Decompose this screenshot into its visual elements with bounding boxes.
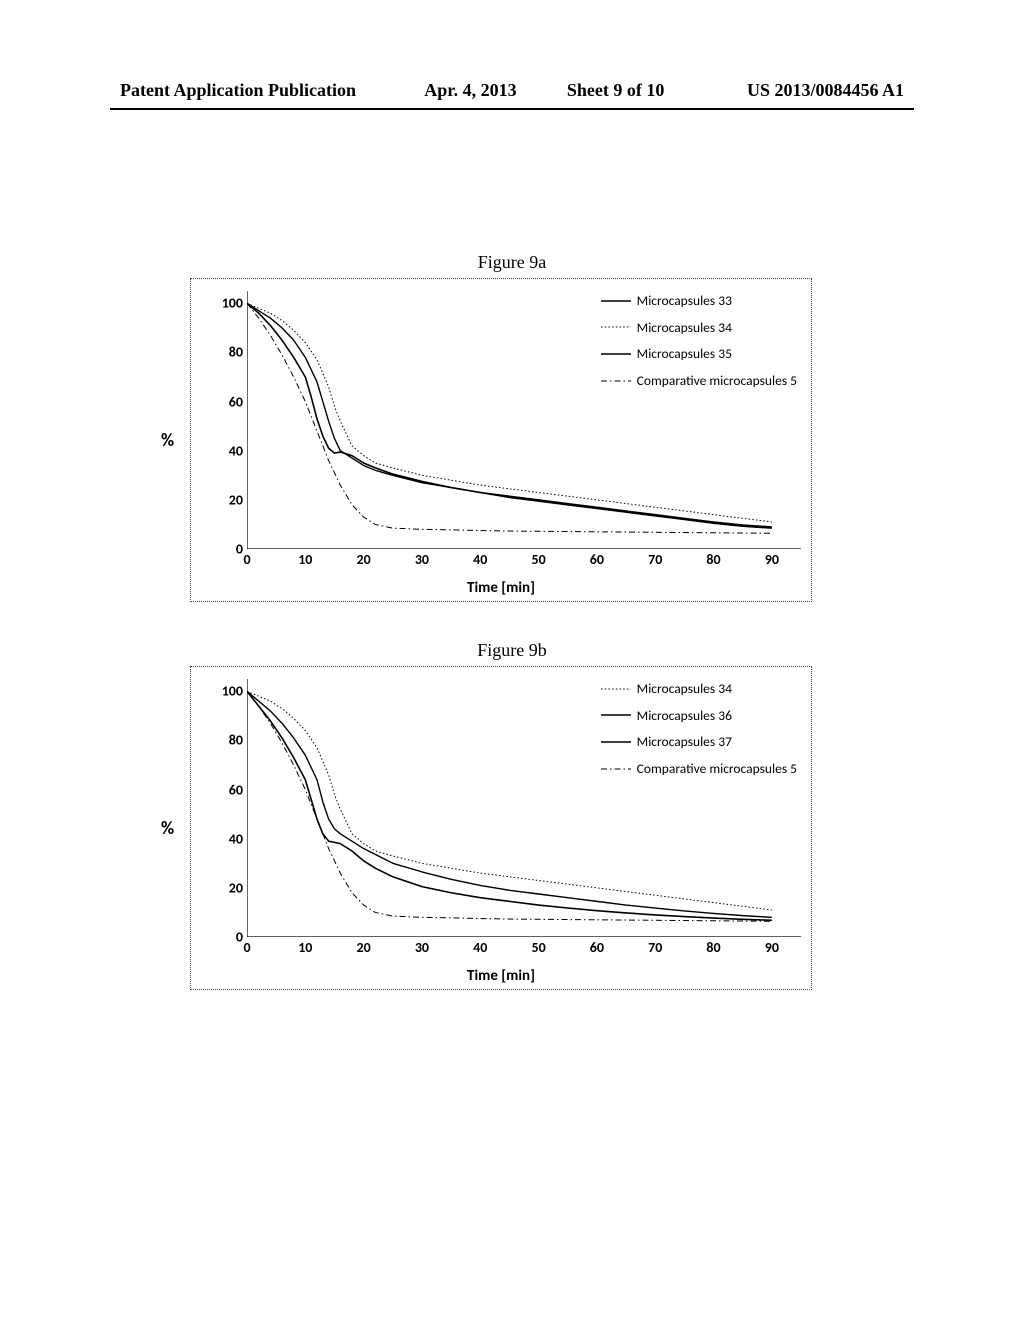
ytick-label: 40: [215, 830, 243, 847]
figure-b-title: Figure 9b: [0, 640, 1024, 661]
ytick-label: 0: [215, 541, 243, 558]
ytick-label: 80: [215, 732, 243, 749]
legend-label: Microcapsules 33: [637, 292, 732, 309]
figure-a-xlabel: Time [min]: [191, 579, 811, 597]
ytick-label: 20: [215, 491, 243, 508]
xtick-label: 0: [243, 551, 250, 568]
xtick-label: 50: [531, 939, 545, 956]
xtick-label: 60: [590, 551, 604, 568]
xtick-label: 70: [648, 939, 662, 956]
legend-label: Microcapsules 37: [637, 733, 732, 750]
xtick-label: 40: [473, 551, 487, 568]
figure-b-ylabel: %: [161, 817, 174, 839]
figure-a-box: % 020406080100 0102030405060708090 Micro…: [190, 278, 812, 602]
legend-sample-icon: [601, 375, 631, 387]
legend-label: Comparative microcapsules 5: [637, 760, 797, 777]
legend-label: Microcapsules 35: [637, 345, 732, 362]
header-left: Patent Application Publication: [120, 80, 356, 101]
xtick-label: 30: [415, 551, 429, 568]
xtick-label: 50: [531, 551, 545, 568]
figure-b-box: % 020406080100 0102030405060708090 Micro…: [190, 666, 812, 990]
legend-item: Microcapsules 37: [601, 728, 797, 755]
xtick-label: 30: [415, 939, 429, 956]
figure-a-yticks: 020406080100: [215, 291, 243, 549]
legend-item: Microcapsules 34: [601, 675, 797, 702]
xtick-label: 10: [298, 551, 312, 568]
legend-label: Microcapsules 34: [637, 319, 732, 336]
header-sheet: Sheet 9 of 10: [567, 80, 665, 101]
ytick-label: 100: [215, 683, 243, 700]
xtick-label: 60: [590, 939, 604, 956]
patent-page: Patent Application Publication Apr. 4, 2…: [0, 0, 1024, 1320]
figure-b-yticks: 020406080100: [215, 679, 243, 937]
xtick-label: 90: [765, 939, 779, 956]
ytick-label: 100: [215, 295, 243, 312]
figure-a-title: Figure 9a: [0, 252, 1024, 273]
xtick-label: 0: [243, 939, 250, 956]
header-rule: [110, 108, 914, 110]
xtick-label: 80: [706, 939, 720, 956]
ytick-label: 60: [215, 393, 243, 410]
legend-item: Microcapsules 34: [601, 314, 797, 341]
ytick-label: 20: [215, 879, 243, 896]
xtick-label: 80: [706, 551, 720, 568]
legend-sample-icon: [601, 321, 631, 333]
ytick-label: 0: [215, 929, 243, 946]
xtick-label: 40: [473, 939, 487, 956]
figure-a-xticks: 0102030405060708090: [247, 551, 801, 569]
legend-sample-icon: [601, 709, 631, 721]
legend-sample-icon: [601, 348, 631, 360]
legend-sample-icon: [601, 763, 631, 775]
figure-b-legend: Microcapsules 34 Microcapsules 36 Microcap…: [601, 675, 797, 781]
figure-a-legend: Microcapsules 33 Microcapsules 34 Microcap…: [601, 287, 797, 393]
legend-item: Comparative microcapsules 5: [601, 367, 797, 394]
legend-label: Microcapsules 36: [637, 707, 732, 724]
legend-item: Microcapsules 36: [601, 702, 797, 729]
xtick-label: 20: [357, 939, 371, 956]
legend-sample-icon: [601, 736, 631, 748]
ytick-label: 40: [215, 442, 243, 459]
legend-item: Comparative microcapsules 5: [601, 755, 797, 782]
xtick-label: 10: [298, 939, 312, 956]
ytick-label: 60: [215, 781, 243, 798]
header-date: Apr. 4, 2013: [424, 80, 516, 101]
legend-label: Comparative microcapsules 5: [637, 372, 797, 389]
figure-b-xticks: 0102030405060708090: [247, 939, 801, 957]
legend-sample-icon: [601, 683, 631, 695]
figure-a-ylabel: %: [161, 429, 174, 451]
xtick-label: 90: [765, 551, 779, 568]
header-right: US 2013/0084456 A1: [747, 80, 904, 101]
legend-sample-icon: [601, 295, 631, 307]
xtick-label: 70: [648, 551, 662, 568]
page-header: Patent Application Publication Apr. 4, 2…: [120, 80, 904, 101]
legend-item: Microcapsules 35: [601, 340, 797, 367]
figure-b-xlabel: Time [min]: [191, 967, 811, 985]
legend-item: Microcapsules 33: [601, 287, 797, 314]
ytick-label: 80: [215, 344, 243, 361]
legend-label: Microcapsules 34: [637, 680, 732, 697]
xtick-label: 20: [357, 551, 371, 568]
